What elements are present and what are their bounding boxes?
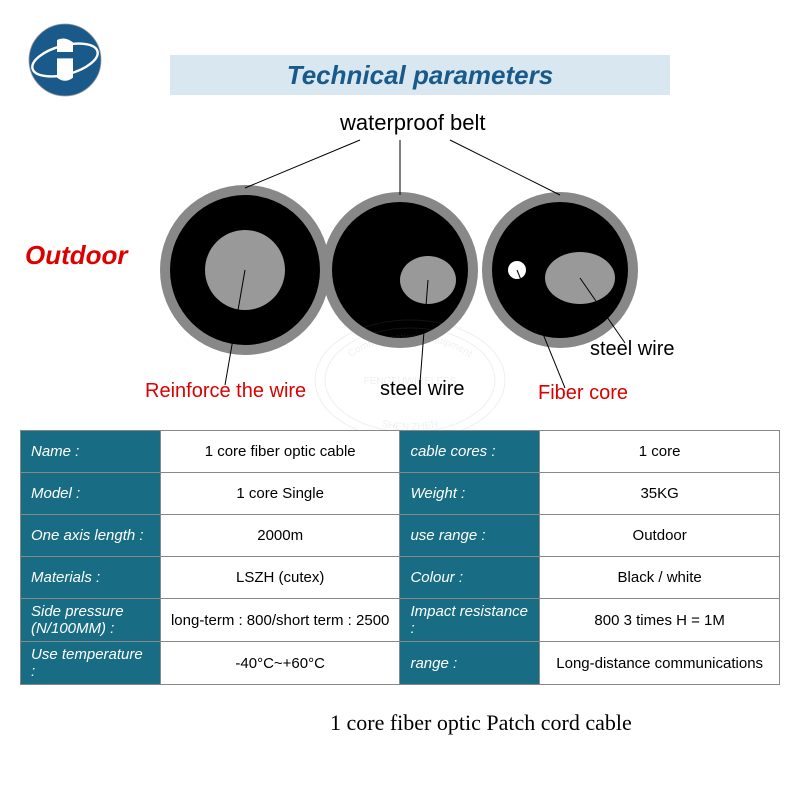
waterproof-belt-label: waterproof belt [340,110,486,136]
spec-label: Materials : [21,557,161,599]
cable-diagram: waterproof belt Outdoor Reinforce the wi… [0,110,800,420]
table-row: Name :1 core fiber optic cablecable core… [21,431,780,473]
spec-value: LSZH (cutex) [160,557,400,599]
reinforce-wire-label: Reinforce the wire [145,380,306,403]
spec-value: Long-distance communications [540,642,780,685]
steel-wire-label-2: steel wire [590,338,674,361]
callout-line [450,140,560,195]
table-row: Model :1 core SingleWeight :35KG [21,473,780,515]
spec-value: Outdoor [540,515,780,557]
page-title: Technical parameters [287,60,553,91]
footer-caption: 1 core fiber optic Patch cord cable [330,710,632,736]
spec-label: Impact resistance : [400,599,540,642]
spec-value: 2000m [160,515,400,557]
spec-value: 35KG [540,473,780,515]
spec-value: 800 3 times H = 1M [540,599,780,642]
spec-label: use range : [400,515,540,557]
spec-label: Weight : [400,473,540,515]
spec-label: Name : [21,431,161,473]
spec-label: Side pressure (N/100MM) : [21,599,161,642]
spec-value: Black / white [540,557,780,599]
outdoor-label: Outdoor [25,240,128,271]
table-row: One axis length :2000muse range :Outdoor [21,515,780,557]
specs-table: Name :1 core fiber optic cablecable core… [20,430,780,685]
title-bar: Technical parameters [170,55,670,95]
table-row: Side pressure (N/100MM) :long-term : 800… [21,599,780,642]
spec-value: -40°C~+60°C [160,642,400,685]
spec-label: Use temperature : [21,642,161,685]
spec-value: 1 core fiber optic cable [160,431,400,473]
callout-line [245,140,360,188]
spec-label: cable cores : [400,431,540,473]
brand-logo [25,20,105,100]
spec-label: One axis length : [21,515,161,557]
table-row: Materials :LSZH (cutex)Colour :Black / w… [21,557,780,599]
spec-label: Colour : [400,557,540,599]
table-row: Use temperature :-40°C~+60°Crange :Long-… [21,642,780,685]
steel-wire-label-1: steel wire [380,378,464,401]
spec-value: 1 core Single [160,473,400,515]
fiber-core-label: Fiber core [538,382,628,405]
spec-label: range : [400,642,540,685]
spec-value: long-term : 800/short term : 2500 [160,599,400,642]
spec-label: Model : [21,473,161,515]
spec-value: 1 core [540,431,780,473]
